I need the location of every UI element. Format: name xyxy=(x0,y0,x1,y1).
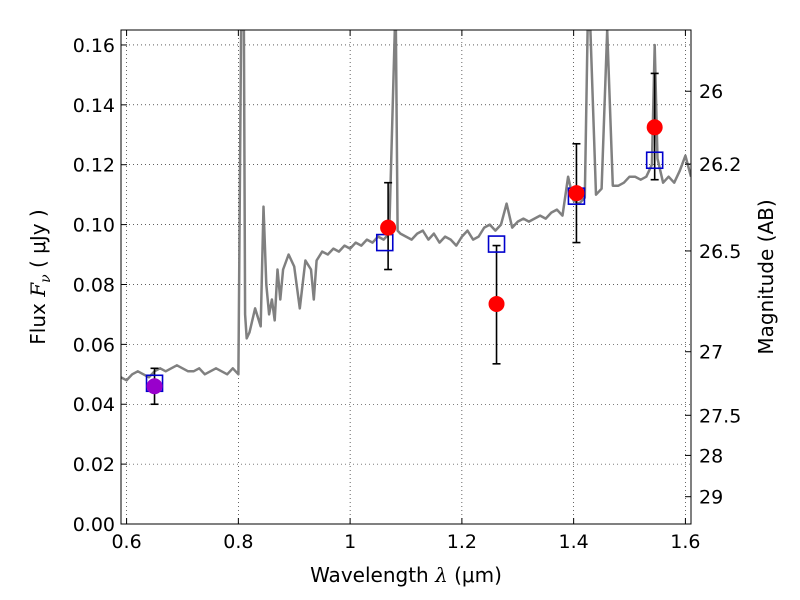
model-spectrum-line xyxy=(121,30,691,382)
y-axis-label-prefix: Flux xyxy=(26,297,50,345)
x-axis-label-unit: (μm) xyxy=(448,563,502,587)
y-tick-label: 0.10 xyxy=(73,215,115,237)
plot-frame xyxy=(120,29,692,525)
y-tick-label: 0.12 xyxy=(73,155,115,177)
ticks xyxy=(121,30,691,525)
x-tick-label: 1.2 xyxy=(447,531,477,553)
tick-labels: 0.6 0.8 1 1.2 1.4 1.6 0.00 0.02 0.04 0.06 0.08 0.10… xyxy=(73,35,742,553)
y2-tick-label: 28 xyxy=(699,445,723,467)
errorbars xyxy=(145,72,664,406)
y2-tick-label: 26.5 xyxy=(699,241,741,263)
y-axis-label-symbol: F xyxy=(26,282,50,298)
y2-tick-label: 29 xyxy=(699,487,723,509)
y-axis-label-unit: ( μJy ) xyxy=(26,209,50,274)
x-axis-label-symbol: λ xyxy=(434,563,448,587)
y-tick-label: 0.04 xyxy=(73,394,115,416)
x-tick-label: 1.6 xyxy=(670,531,700,553)
y2-tick-label: 27 xyxy=(699,342,723,364)
x-tick-label: 0.6 xyxy=(111,531,141,553)
plot-area xyxy=(121,30,691,382)
x-axis-label: Wavelength λ (μm) xyxy=(310,563,502,587)
y-tick-label: 0.02 xyxy=(73,454,115,476)
y2-tick-label: 26.2 xyxy=(699,154,741,176)
x-axis-label-prefix: Wavelength xyxy=(310,563,435,587)
y-tick-label: 0.08 xyxy=(73,274,115,296)
data-point xyxy=(488,295,505,312)
y-tick-label: 0.06 xyxy=(73,334,115,356)
y-axis-label-subscript: ν xyxy=(38,274,54,283)
y2-tick-label: 26 xyxy=(699,81,723,103)
data-point xyxy=(146,378,163,395)
model-flux-marker xyxy=(645,151,664,170)
x-tick-label: 1.4 xyxy=(559,531,589,553)
model-flux-marker xyxy=(487,235,506,253)
y-tick-label: 0.16 xyxy=(73,35,115,57)
y-tick-label: 0.00 xyxy=(73,514,115,536)
y2-axis-label: Magnitude (AB) xyxy=(754,199,778,354)
data-point xyxy=(646,119,663,136)
y-axis-label: Flux Fν ( μJy ) xyxy=(26,209,54,344)
y2-tick-label: 27.5 xyxy=(699,405,741,427)
data-point xyxy=(568,185,585,202)
x-tick-label: 1 xyxy=(344,531,356,553)
y-tick-label: 0.14 xyxy=(73,95,115,117)
x-tick-label: 0.8 xyxy=(223,531,253,553)
data-point xyxy=(380,219,397,236)
